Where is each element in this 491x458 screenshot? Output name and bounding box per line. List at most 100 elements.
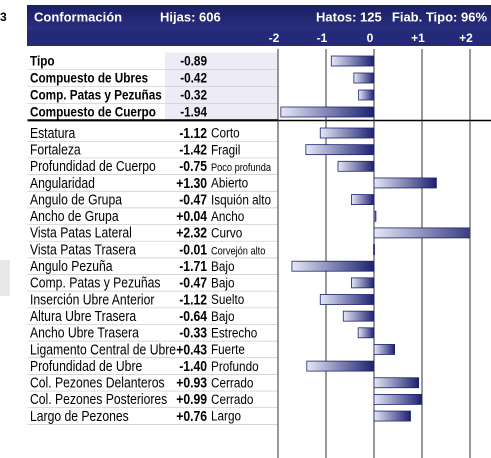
descriptor-label: Bajo: [211, 258, 235, 274]
value-label: -1.71: [179, 258, 207, 274]
value-label: -1.12: [179, 291, 207, 307]
x-tick-label: +2: [459, 31, 473, 45]
value-label: +0.76: [176, 408, 207, 424]
descriptor-label: Bajo: [211, 308, 235, 324]
trait-label: Inserción Ubre Anterior: [30, 291, 155, 307]
bar: [373, 377, 420, 389]
header-stat: Hijas: 606: [160, 9, 221, 24]
trait-label: Ancho de Grupa: [30, 208, 119, 224]
bar: [305, 144, 375, 156]
value-label: -0.47: [179, 191, 207, 207]
trait-label: Angularidad: [30, 175, 95, 191]
descriptor-label: Estrecho: [211, 324, 257, 340]
value-label: -1.94: [180, 104, 208, 120]
x-tick-label: -2: [269, 31, 280, 45]
value-label: -0.33: [179, 325, 207, 341]
descriptor-label: Abierto: [211, 175, 248, 191]
bar: [373, 410, 411, 422]
trait-label: Compuesto de Cuerpo: [30, 104, 156, 120]
trait-label: Tipo: [30, 53, 55, 69]
trait-label: Col. Pezones Posteriores: [30, 391, 168, 407]
value-label: -0.64: [179, 308, 207, 324]
descriptor-label: Corvejón alto: [211, 246, 266, 258]
value-label: -0.75: [179, 158, 207, 174]
x-tick-label: 0: [367, 31, 374, 45]
value-label: -0.47: [179, 275, 207, 291]
scale-band: [27, 30, 491, 46]
bars: [280, 55, 470, 422]
trait-label: Vista Patas Trasera: [30, 241, 136, 257]
value-label: -1.12: [179, 125, 207, 141]
bar: [351, 277, 375, 289]
value-label: -0.01: [179, 241, 207, 257]
bar: [373, 210, 377, 222]
bar: [351, 194, 375, 206]
descriptor-label: Suelto: [211, 291, 244, 307]
value-label: +0.43: [176, 341, 207, 357]
bar: [291, 260, 375, 272]
descriptor-label: Ancho: [211, 208, 244, 224]
trait-label: Estatura: [30, 125, 76, 141]
bar: [306, 360, 375, 372]
trait-label: Col. Pezones Delanteros: [30, 375, 165, 391]
trait-label: Ligamento Central de Ubre: [30, 341, 176, 357]
label-column: Tipo -0.89 Compuesto de Ubres -0.42 Comp. Pa…: [30, 53, 271, 424]
trait-label: Largo de Pezones: [30, 408, 129, 424]
bar: [373, 177, 437, 189]
bar: [353, 72, 375, 84]
bar: [358, 89, 375, 101]
trait-label: Vista Patas Lateral: [30, 225, 132, 241]
value-label: +0.99: [176, 391, 207, 407]
bar: [280, 106, 375, 118]
descriptor-label: Cerrado: [211, 374, 253, 390]
trait-label: Angulo Pezuña: [30, 258, 113, 274]
trait-label: Fortaleza: [30, 141, 81, 157]
descriptor-label: Poco profunda: [211, 163, 271, 175]
value-label: +0.04: [176, 208, 207, 224]
bar: [373, 244, 375, 255]
header-band: [27, 5, 491, 30]
value-label: +0.93: [176, 375, 207, 391]
header-title: Conformación: [34, 9, 122, 24]
descriptor-label: Cerrado: [211, 391, 253, 407]
bar: [357, 327, 375, 339]
trait-label: Comp. Patas y Pezuñas: [30, 275, 161, 291]
descriptor-label: Corto: [211, 125, 240, 141]
descriptor-label: Profundo: [211, 358, 259, 374]
header-stat: Fiab. Tipo: 96%: [392, 9, 488, 24]
trait-label: Comp. Patas y Pezuñas: [30, 87, 162, 103]
descriptor-label: Fuerte: [211, 341, 245, 357]
value-label: -1.40: [179, 358, 207, 374]
bar: [337, 160, 375, 172]
descriptor-label: Isquión alto: [211, 191, 271, 207]
trait-label: Altura Ubre Trasera: [30, 308, 137, 324]
descriptor-label: Fragil: [211, 141, 240, 157]
value-label: -0.42: [180, 70, 207, 86]
bar: [319, 294, 375, 305]
bar: [373, 227, 470, 239]
side-tab: [0, 260, 10, 296]
trait-label: Ancho Ubre Trasera: [30, 325, 139, 341]
x-tick-label: -1: [317, 31, 328, 45]
bar: [373, 393, 422, 405]
trait-label: Angulo de Grupa: [30, 191, 122, 207]
value-label: -0.89: [180, 53, 207, 69]
descriptor-label: Bajo: [211, 275, 235, 291]
bar: [330, 55, 375, 67]
x-tick-label: +1: [411, 31, 425, 45]
bar: [373, 344, 396, 355]
trait-label: Compuesto de Ubres: [30, 70, 148, 86]
descriptor-label: Largo: [211, 408, 241, 424]
bar: [319, 127, 375, 139]
bar: [342, 310, 375, 322]
value-label: -0.32: [180, 87, 207, 103]
trait-label: Profundidad de Ubre: [30, 358, 142, 374]
trait-label: Profundidad de Cuerpo: [30, 158, 156, 174]
descriptor-label: Curvo: [211, 225, 242, 241]
header-stat: Hatos: 125: [316, 9, 382, 24]
page-marker: 3: [0, 10, 7, 24]
value-label: +2.32: [176, 225, 207, 241]
value-label: -1.42: [179, 141, 207, 157]
